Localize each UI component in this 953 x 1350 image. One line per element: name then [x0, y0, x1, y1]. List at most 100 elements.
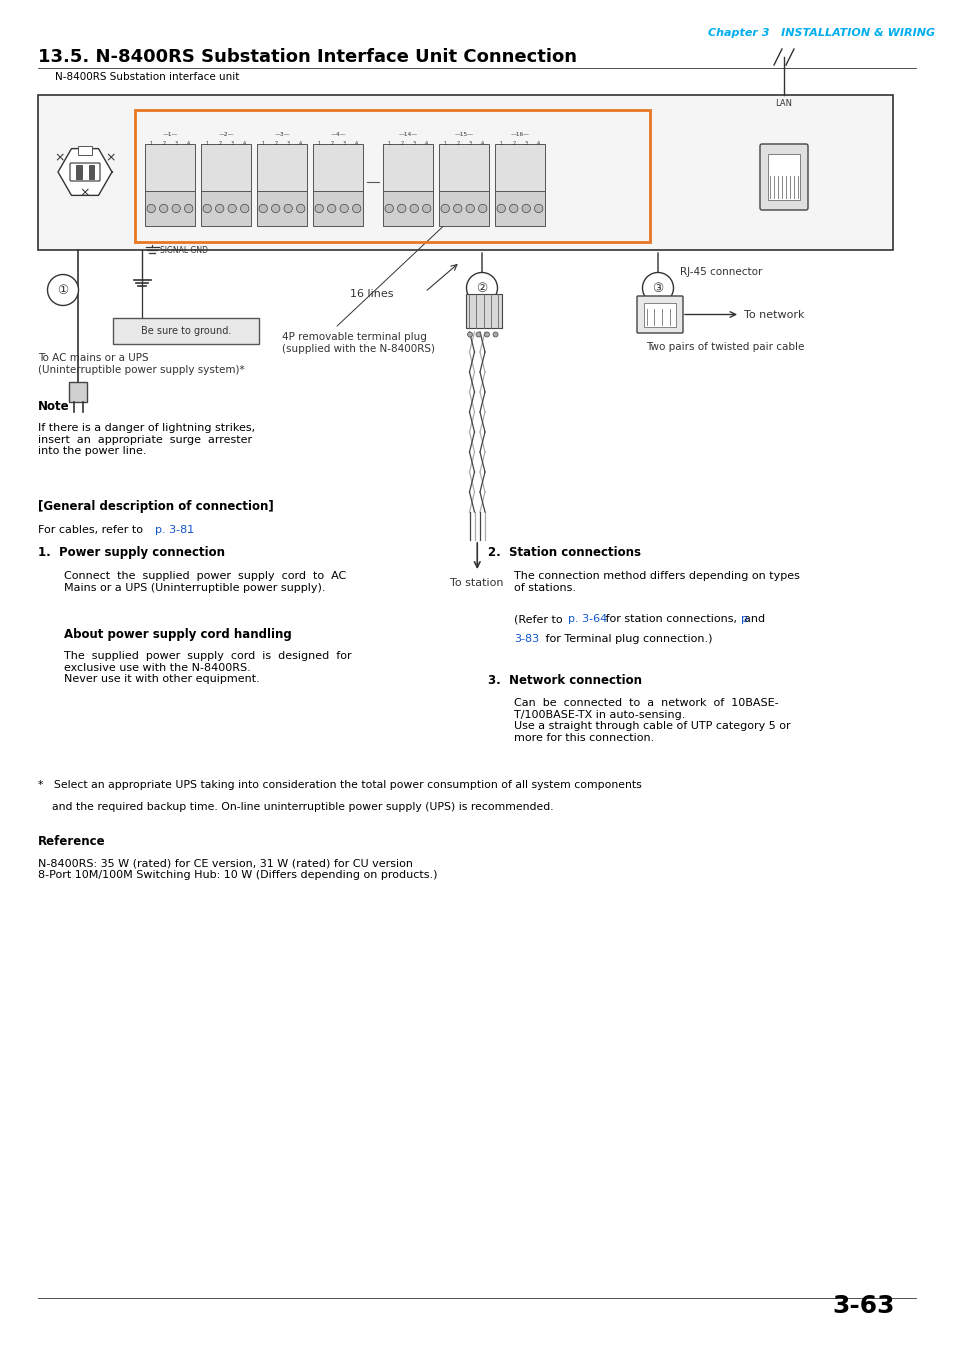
Text: p.: p.	[740, 614, 751, 624]
Text: SIGNAL GND: SIGNAL GND	[160, 246, 208, 255]
Text: p. 3-64: p. 3-64	[567, 614, 607, 624]
Circle shape	[272, 204, 279, 213]
Bar	[201, 190, 251, 225]
Text: 3: 3	[413, 140, 416, 146]
Circle shape	[215, 204, 224, 213]
Text: 1: 1	[206, 140, 209, 146]
FancyBboxPatch shape	[112, 319, 258, 344]
Text: To station: To station	[450, 578, 503, 589]
FancyBboxPatch shape	[38, 95, 892, 250]
Bar	[438, 144, 489, 194]
Text: Note: Note	[38, 400, 70, 413]
Text: —4—: —4—	[330, 132, 345, 136]
Bar	[313, 144, 363, 194]
Text: The  supplied  power  supply  cord  is  designed  for
exclusive use with the N-8: The supplied power supply cord is design…	[64, 651, 352, 684]
Text: 2: 2	[399, 140, 403, 146]
Circle shape	[296, 204, 305, 213]
Text: 1: 1	[443, 140, 446, 146]
Circle shape	[467, 332, 472, 338]
Text: (Refer to: (Refer to	[514, 614, 565, 624]
Bar	[145, 144, 194, 194]
Circle shape	[521, 204, 530, 213]
Text: Two pairs of twisted pair cable: Two pairs of twisted pair cable	[645, 342, 803, 352]
Text: 4: 4	[187, 140, 190, 146]
Bar	[256, 190, 307, 225]
Text: 3: 3	[468, 140, 472, 146]
Text: .: .	[187, 525, 191, 535]
Text: —1—: —1—	[162, 132, 177, 136]
Text: —3—: —3—	[274, 132, 290, 136]
Text: 4: 4	[299, 140, 302, 146]
Text: —16—: —16—	[510, 132, 529, 136]
Circle shape	[327, 204, 335, 213]
Bar	[69, 382, 87, 402]
Text: 4P removable terminal plug
(supplied with the N-8400RS): 4P removable terminal plug (supplied wit…	[282, 332, 435, 354]
Text: To network: To network	[743, 309, 803, 320]
Text: 1: 1	[317, 140, 320, 146]
Bar	[201, 144, 251, 194]
Circle shape	[339, 204, 348, 213]
FancyBboxPatch shape	[70, 163, 100, 181]
Text: N-8400RS Substation interface unit: N-8400RS Substation interface unit	[55, 72, 239, 82]
Text: 4: 4	[243, 140, 246, 146]
Bar	[76, 166, 81, 178]
Circle shape	[228, 204, 236, 213]
Text: 1: 1	[261, 140, 265, 146]
Text: 2: 2	[218, 140, 221, 146]
FancyBboxPatch shape	[637, 296, 682, 333]
Text: —14—: —14—	[398, 132, 417, 136]
Text: 3.  Network connection: 3. Network connection	[488, 674, 641, 687]
Polygon shape	[58, 148, 112, 196]
Text: —15—: —15—	[454, 132, 473, 136]
Circle shape	[440, 204, 449, 213]
Text: p. 3-81: p. 3-81	[154, 525, 194, 535]
Text: 3: 3	[286, 140, 290, 146]
Bar	[495, 190, 544, 225]
Circle shape	[147, 204, 155, 213]
Text: Chapter 3   INSTALLATION & WIRING: Chapter 3 INSTALLATION & WIRING	[707, 28, 934, 38]
Text: 1: 1	[387, 140, 391, 146]
Circle shape	[497, 204, 505, 213]
Text: Be sure to ground.: Be sure to ground.	[141, 325, 231, 336]
Text: Can  be  connected  to  a  network  of  10BASE-
T/100BASE-TX in auto-sensing.
Us: Can be connected to a network of 10BASE-…	[514, 698, 790, 743]
Bar	[89, 166, 94, 178]
Circle shape	[476, 332, 480, 338]
Text: For cables, refer to: For cables, refer to	[38, 525, 147, 535]
Bar	[495, 144, 544, 194]
Text: 1: 1	[499, 140, 502, 146]
Bar	[382, 190, 433, 225]
Text: ×: ×	[105, 151, 115, 165]
Text: ×: ×	[54, 151, 65, 165]
Text: To AC mains or a UPS
(Uninterruptible power supply system)*: To AC mains or a UPS (Uninterruptible po…	[38, 352, 244, 374]
Text: LAN: LAN	[775, 99, 792, 108]
Circle shape	[641, 273, 673, 304]
Circle shape	[184, 204, 193, 213]
Circle shape	[352, 204, 360, 213]
Bar	[438, 190, 489, 225]
Text: 2: 2	[274, 140, 277, 146]
Text: ×: ×	[80, 186, 91, 200]
Text: 2: 2	[456, 140, 458, 146]
Text: for Terminal plug connection.): for Terminal plug connection.)	[541, 634, 712, 644]
Circle shape	[159, 204, 168, 213]
Text: 2.  Station connections: 2. Station connections	[488, 545, 640, 559]
Text: 4: 4	[480, 140, 484, 146]
Bar	[313, 190, 363, 225]
Text: The connection method differs depending on types
of stations.: The connection method differs depending …	[514, 571, 799, 593]
Text: 3-63: 3-63	[832, 1295, 894, 1318]
Text: 3: 3	[342, 140, 345, 146]
Text: 1: 1	[150, 140, 152, 146]
Text: Connect  the  supplied  power  supply  cord  to  AC
Mains or a UPS (Uninterrupti: Connect the supplied power supply cord t…	[64, 571, 346, 593]
Circle shape	[284, 204, 292, 213]
Text: 2: 2	[162, 140, 165, 146]
Text: 13.5. N-8400RS Substation Interface Unit Connection: 13.5. N-8400RS Substation Interface Unit…	[38, 49, 577, 66]
Bar	[643, 302, 676, 327]
Text: 3-83: 3-83	[514, 634, 538, 644]
Text: for station connections,  and: for station connections, and	[601, 614, 768, 624]
Text: RJ-45 connector: RJ-45 connector	[679, 267, 761, 277]
Circle shape	[314, 204, 323, 213]
Text: 3: 3	[524, 140, 527, 146]
Circle shape	[385, 204, 393, 213]
Circle shape	[422, 204, 431, 213]
Text: Reference: Reference	[38, 836, 106, 848]
